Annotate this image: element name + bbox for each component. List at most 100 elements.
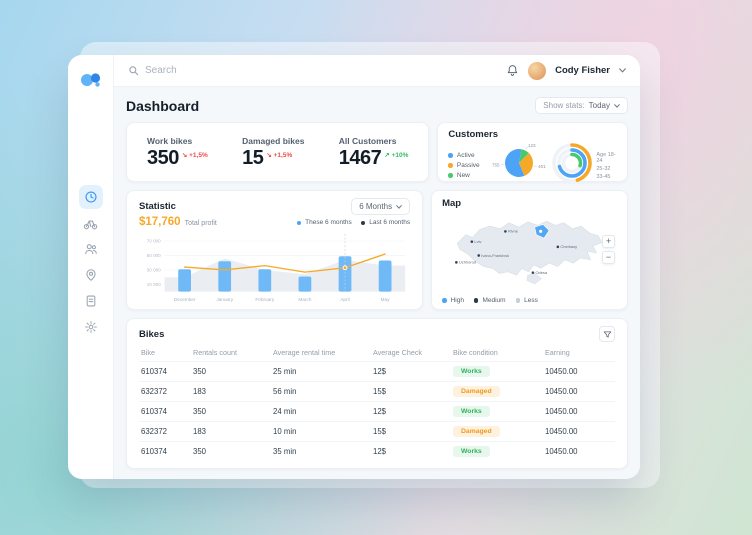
sidebar-item-map[interactable] bbox=[79, 263, 103, 287]
city-dot bbox=[477, 254, 481, 257]
city-label: Odesa bbox=[536, 270, 548, 275]
pie-slice bbox=[519, 153, 534, 176]
cell-earning: 10450.00 bbox=[545, 387, 578, 396]
cell-earning: 10450.00 bbox=[545, 427, 578, 436]
customers-body: Active Passive New 123 401 755 Age 18-24 2… bbox=[448, 141, 617, 190]
stats-filter-label: Show stats: bbox=[543, 101, 585, 110]
stat-damaged-bikes: Damaged bikes 15 ↘ +1,5% bbox=[242, 136, 304, 168]
customers-title: Customers bbox=[448, 129, 498, 140]
page-title: Dashboard bbox=[126, 97, 200, 114]
stat-label: Work bikes bbox=[147, 136, 193, 146]
document-icon bbox=[86, 295, 95, 307]
bar bbox=[218, 261, 232, 292]
last-months-area bbox=[164, 258, 406, 292]
bar bbox=[338, 256, 352, 292]
avatar[interactable] bbox=[528, 61, 547, 80]
user-name[interactable]: Cody Fisher bbox=[555, 65, 610, 76]
clock-icon bbox=[84, 191, 97, 203]
bikes-card: Bikes Bike Rentals count Average rental … bbox=[126, 318, 628, 469]
table-header: Bike Rentals count Average rental time A… bbox=[139, 344, 615, 361]
topbar-right: Cody Fisher bbox=[506, 61, 626, 80]
filter-button[interactable] bbox=[599, 326, 615, 342]
topbar: Cody Fisher bbox=[114, 55, 640, 87]
app-logo[interactable] bbox=[79, 67, 103, 89]
stats-row: Work bikes 350 ↘ +1,5% Damaged bikes 15 … bbox=[126, 122, 628, 183]
age-legend: Age 18-24 25-32 33-45 bbox=[596, 152, 617, 180]
svg-text:January: January bbox=[216, 297, 233, 302]
sidebar-item-dashboard[interactable] bbox=[78, 185, 103, 209]
svg-text:May: May bbox=[381, 297, 391, 302]
legend-item-new: New bbox=[448, 172, 488, 179]
city-dot bbox=[470, 240, 474, 243]
city-label: Ivano-Frankivsk bbox=[481, 253, 509, 258]
status-badge: Works bbox=[453, 366, 490, 377]
cell-condition: Works bbox=[453, 446, 545, 457]
bar bbox=[378, 260, 392, 292]
svg-text:December: December bbox=[174, 297, 196, 302]
search-input[interactable] bbox=[145, 65, 275, 76]
svg-text:401: 401 bbox=[539, 164, 547, 169]
app-window: Cody Fisher Dashboard Show stats: Today … bbox=[68, 55, 640, 479]
zoom-in-button[interactable]: + bbox=[602, 235, 615, 248]
zoom-out-button[interactable]: − bbox=[602, 251, 615, 264]
table-row: 610374 350 35 min 12$ Works 10450.00 bbox=[139, 441, 615, 461]
column-rentals: Rentals count bbox=[193, 348, 237, 357]
cell-condition: Works bbox=[453, 406, 545, 417]
stats-filter-dropdown[interactable]: Show stats: Today bbox=[535, 97, 628, 114]
city-label: Rivne bbox=[508, 229, 519, 234]
city-dot bbox=[504, 230, 507, 233]
search-icon bbox=[129, 66, 139, 76]
customers-pie: 123 401 755 bbox=[490, 141, 548, 190]
stats-filter-value: Today bbox=[588, 101, 610, 110]
sidebar-item-bikes[interactable] bbox=[79, 211, 103, 235]
customers-legend: Active Passive New bbox=[448, 152, 488, 179]
sidebar-item-settings[interactable] bbox=[79, 315, 103, 339]
city-label: Cherkasy bbox=[561, 244, 578, 249]
cell-rentals: 183 bbox=[193, 427, 207, 436]
title-row: Dashboard Show stats: Today bbox=[126, 97, 628, 114]
cell-avg-check: 12$ bbox=[373, 447, 387, 456]
cell-condition: Damaged bbox=[453, 386, 545, 397]
chevron-down-icon[interactable] bbox=[619, 68, 626, 73]
bell-icon[interactable] bbox=[506, 64, 519, 77]
bikes-table-body: 610374 350 25 min 12$ Works 10450.00 632372 183… bbox=[139, 361, 615, 461]
sidebar-item-customers[interactable] bbox=[79, 237, 103, 261]
status-badge: Damaged bbox=[453, 426, 500, 437]
age-label: Age 18-24 bbox=[596, 151, 616, 164]
cell-avg-time: 25 min bbox=[273, 367, 297, 376]
ukraine-map[interactable]: Rivne Lviv Ivano-Frankivsk Uzhhorod Cherkasy… bbox=[442, 209, 617, 295]
cell-avg-time: 56 min bbox=[273, 387, 297, 396]
cell-avg-time: 10 min bbox=[273, 427, 297, 436]
cell-avg-check: 12$ bbox=[373, 407, 387, 416]
stat-delta: ↘ +1,5% bbox=[266, 152, 293, 159]
main-area: Cody Fisher Dashboard Show stats: Today … bbox=[114, 55, 640, 479]
legend-item-last: Last 6 months bbox=[360, 219, 410, 226]
cell-earning: 10450.00 bbox=[545, 367, 578, 376]
cell-rentals: 183 bbox=[193, 387, 207, 396]
period-dropdown[interactable]: 6 Months bbox=[351, 198, 411, 215]
cell-avg-check: 15$ bbox=[373, 387, 387, 396]
svg-text:30 000: 30 000 bbox=[147, 268, 161, 273]
pie-slice bbox=[519, 149, 530, 163]
legend-dot bbox=[448, 163, 453, 168]
cell-avg-time: 35 min bbox=[273, 447, 297, 456]
bar bbox=[178, 269, 191, 292]
svg-text:70 000: 70 000 bbox=[147, 239, 161, 244]
customers-card: Customers Active Passive New 123 401 755 A… bbox=[437, 122, 628, 183]
statistic-title: Statistic bbox=[139, 201, 176, 212]
cell-bike: 610374 bbox=[141, 407, 168, 416]
column-avg-time: Average rental time bbox=[273, 348, 336, 357]
stats-card: Work bikes 350 ↘ +1,5% Damaged bikes 15 … bbox=[126, 122, 430, 182]
city-dot bbox=[556, 245, 560, 249]
legend-item-active: Active bbox=[448, 152, 488, 159]
sidebar-item-reports[interactable] bbox=[79, 289, 103, 313]
cell-earning: 10450.00 bbox=[545, 447, 578, 456]
legend-dot bbox=[473, 298, 479, 303]
column-condition: Bike condition bbox=[453, 348, 498, 357]
trend-down-icon: ↘ bbox=[266, 152, 272, 159]
legend-dot bbox=[442, 298, 447, 303]
svg-text:755: 755 bbox=[492, 163, 500, 168]
stat-label: Damaged bikes bbox=[242, 136, 305, 146]
bar bbox=[298, 276, 312, 292]
capital-dot bbox=[539, 229, 543, 233]
